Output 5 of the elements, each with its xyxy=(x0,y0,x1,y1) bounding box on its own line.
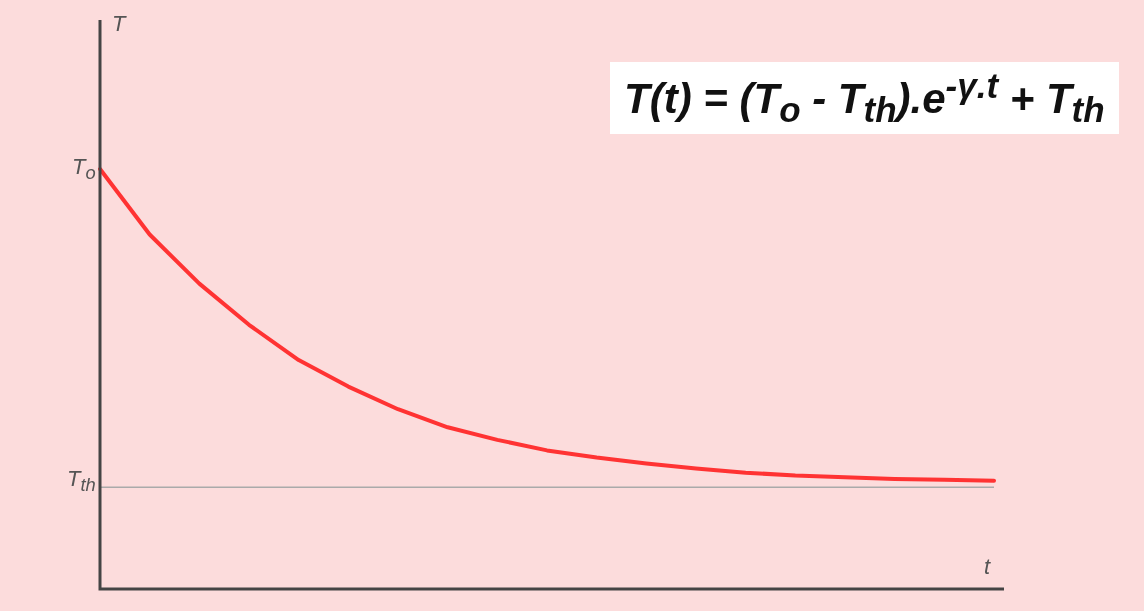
x-axis-title: t xyxy=(984,554,991,580)
ref-line-label: T$_{th}$ xyxy=(67,466,96,497)
text: T$_{o}$ xyxy=(72,154,96,185)
text: T(t) = (T$_{o}$ - T$_{th}$).e$^{-γ.t}$ + T$_{th}$ xyxy=(610,62,1119,135)
text: T xyxy=(112,11,126,37)
